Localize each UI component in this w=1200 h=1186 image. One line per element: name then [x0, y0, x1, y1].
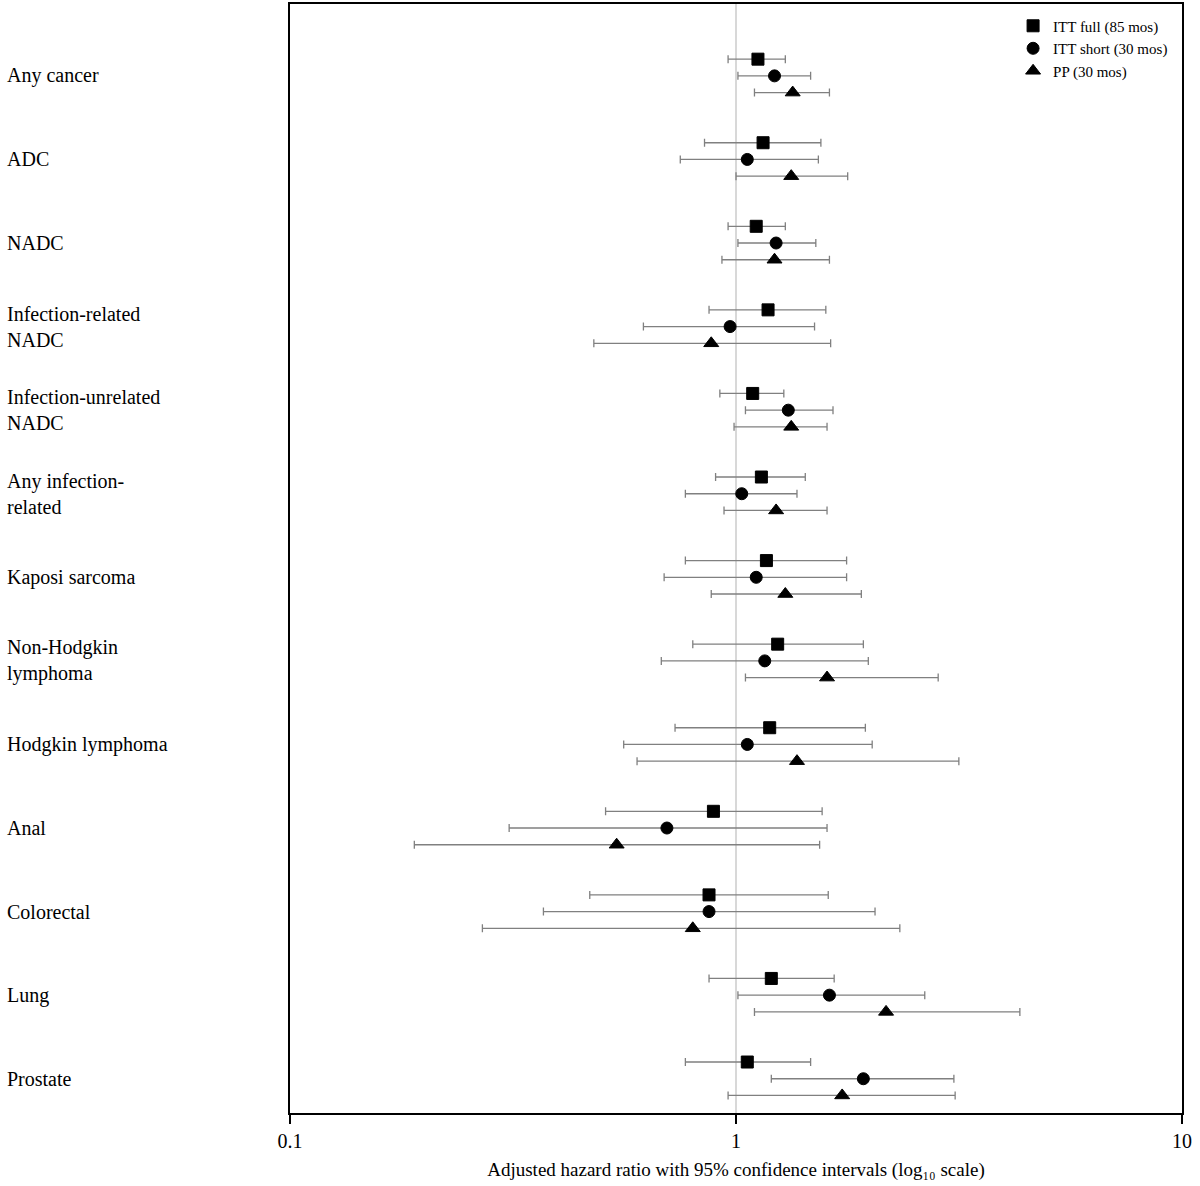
- svg-text:Hodgkin lymphoma: Hodgkin lymphoma: [7, 733, 168, 756]
- svg-text:0.1: 0.1: [278, 1130, 303, 1152]
- svg-text:Colorectal: Colorectal: [7, 901, 91, 923]
- svg-text:Lung: Lung: [7, 984, 49, 1007]
- svg-text:Infection-unrelatedNADC: Infection-unrelatedNADC: [7, 386, 160, 434]
- svg-text:ADC: ADC: [7, 148, 49, 170]
- svg-text:1: 1: [731, 1130, 741, 1152]
- svg-text:Adjusted hazard ratio with 95%: Adjusted hazard ratio with 95% confidenc…: [487, 1159, 985, 1181]
- svg-text:Kaposi sarcoma: Kaposi sarcoma: [7, 566, 135, 589]
- svg-text:NADC: NADC: [7, 232, 64, 254]
- svg-text:Any infection-related: Any infection-related: [7, 470, 124, 518]
- svg-text:PP (30 mos): PP (30 mos): [1053, 64, 1127, 81]
- svg-text:Anal: Anal: [7, 817, 46, 839]
- svg-text:Non-Hodgkinlymphoma: Non-Hodgkinlymphoma: [7, 636, 118, 685]
- svg-text:ITT full (85 mos): ITT full (85 mos): [1053, 19, 1158, 36]
- svg-text:Any cancer: Any cancer: [7, 64, 99, 87]
- svg-text:Prostate: Prostate: [7, 1068, 72, 1090]
- svg-text:Infection-relatedNADC: Infection-relatedNADC: [7, 303, 140, 351]
- svg-text:10: 10: [1172, 1130, 1192, 1152]
- svg-text:ITT short (30 mos): ITT short (30 mos): [1053, 41, 1167, 58]
